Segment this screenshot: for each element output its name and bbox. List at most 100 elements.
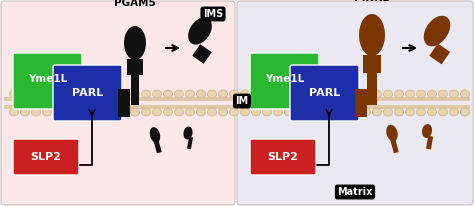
Ellipse shape (438, 90, 447, 98)
Text: PARL: PARL (309, 88, 340, 98)
Bar (4, 105, 470, 109)
Ellipse shape (339, 108, 348, 116)
FancyBboxPatch shape (1, 1, 235, 205)
Text: Matrix: Matrix (337, 187, 373, 197)
Ellipse shape (183, 126, 192, 139)
Ellipse shape (219, 108, 228, 116)
Ellipse shape (284, 108, 293, 116)
Ellipse shape (252, 90, 261, 98)
Text: Yme1L: Yme1L (28, 74, 67, 84)
Ellipse shape (197, 90, 206, 98)
Ellipse shape (130, 90, 139, 98)
Ellipse shape (86, 108, 95, 116)
Ellipse shape (43, 90, 52, 98)
Ellipse shape (362, 90, 371, 98)
Bar (363, 55, 381, 73)
FancyBboxPatch shape (429, 43, 450, 64)
Ellipse shape (394, 108, 403, 116)
Ellipse shape (229, 90, 238, 98)
Ellipse shape (307, 90, 316, 98)
Ellipse shape (362, 108, 371, 116)
Ellipse shape (208, 90, 217, 98)
Text: SLP2: SLP2 (30, 152, 62, 162)
Ellipse shape (405, 108, 414, 116)
Ellipse shape (394, 90, 403, 98)
Text: IMS: IMS (203, 9, 223, 19)
Ellipse shape (424, 16, 450, 46)
Ellipse shape (449, 108, 458, 116)
Ellipse shape (164, 108, 173, 116)
Ellipse shape (339, 90, 348, 98)
Ellipse shape (188, 18, 212, 44)
Text: PARL: PARL (72, 88, 103, 98)
Ellipse shape (240, 90, 249, 98)
Ellipse shape (307, 108, 316, 116)
Bar (4, 97, 470, 101)
Text: PGAM5: PGAM5 (114, 0, 156, 8)
Ellipse shape (98, 108, 107, 116)
Ellipse shape (9, 90, 18, 98)
FancyBboxPatch shape (250, 53, 319, 109)
FancyBboxPatch shape (13, 53, 82, 109)
Ellipse shape (461, 108, 470, 116)
Ellipse shape (328, 108, 337, 116)
Ellipse shape (164, 90, 173, 98)
Ellipse shape (54, 108, 63, 116)
Ellipse shape (328, 90, 337, 98)
Ellipse shape (449, 90, 458, 98)
Ellipse shape (417, 108, 426, 116)
Text: PINK1: PINK1 (354, 0, 390, 3)
Bar (355, 89, 367, 117)
Text: IM: IM (236, 96, 248, 106)
Bar (426, 136, 433, 149)
Ellipse shape (20, 108, 29, 116)
Ellipse shape (318, 90, 327, 98)
FancyBboxPatch shape (237, 1, 473, 205)
Ellipse shape (86, 90, 95, 98)
Ellipse shape (185, 90, 194, 98)
FancyBboxPatch shape (250, 139, 316, 175)
Ellipse shape (185, 108, 194, 116)
Ellipse shape (373, 108, 382, 116)
Ellipse shape (75, 108, 84, 116)
Ellipse shape (263, 90, 272, 98)
Ellipse shape (350, 108, 359, 116)
Ellipse shape (273, 108, 283, 116)
Ellipse shape (64, 90, 73, 98)
Ellipse shape (124, 26, 146, 60)
Bar (390, 137, 399, 153)
Ellipse shape (119, 108, 128, 116)
Ellipse shape (153, 90, 162, 98)
Ellipse shape (174, 90, 183, 98)
Ellipse shape (428, 90, 437, 98)
Ellipse shape (461, 90, 470, 98)
Ellipse shape (153, 108, 162, 116)
Ellipse shape (109, 108, 118, 116)
Ellipse shape (428, 108, 437, 116)
FancyBboxPatch shape (192, 44, 212, 64)
Ellipse shape (75, 90, 84, 98)
Bar (118, 89, 130, 117)
Ellipse shape (273, 90, 283, 98)
Ellipse shape (43, 108, 52, 116)
Ellipse shape (284, 90, 293, 98)
FancyBboxPatch shape (13, 139, 79, 175)
Ellipse shape (20, 90, 29, 98)
Ellipse shape (318, 108, 327, 116)
Ellipse shape (54, 90, 63, 98)
Ellipse shape (383, 90, 392, 98)
Bar (131, 65, 139, 105)
Ellipse shape (197, 108, 206, 116)
Bar (367, 60, 377, 105)
Ellipse shape (31, 108, 40, 116)
Ellipse shape (9, 108, 18, 116)
Ellipse shape (229, 108, 238, 116)
Bar (153, 138, 162, 153)
Ellipse shape (405, 90, 414, 98)
Ellipse shape (142, 90, 151, 98)
Ellipse shape (359, 14, 385, 56)
Ellipse shape (373, 90, 382, 98)
Ellipse shape (174, 108, 183, 116)
Ellipse shape (98, 90, 107, 98)
Ellipse shape (150, 127, 160, 143)
